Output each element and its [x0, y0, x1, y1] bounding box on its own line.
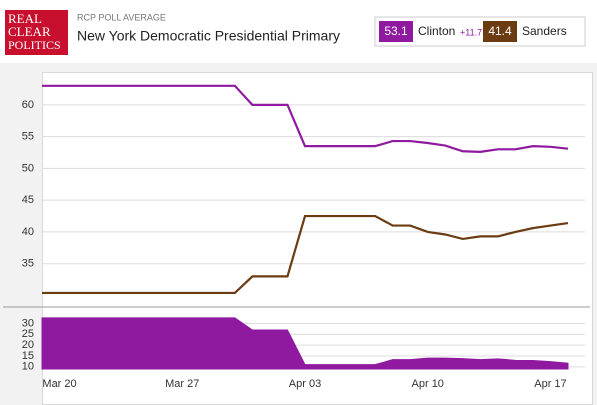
y-tick-label: 60 — [22, 99, 34, 111]
y-tick-label: 45 — [22, 194, 34, 206]
legend-swatch — [379, 21, 413, 42]
x-tick-label: Mar 20 — [42, 378, 76, 390]
y-tick-label: 50 — [22, 162, 34, 174]
line — [42, 84, 569, 153]
y-tick-label: 20 — [22, 339, 34, 351]
y-tick-label: 40 — [22, 226, 34, 238]
y-tick-label: 55 — [22, 131, 34, 143]
y-tick-label: 30 — [22, 317, 34, 329]
y-tick-label: 15 — [22, 350, 34, 362]
legend-label: Clinton — [418, 24, 455, 38]
x-tick-label: Apr 17 — [534, 378, 566, 390]
kicker: RCP POLL AVERAGE — [77, 12, 166, 22]
legend-swatch — [483, 21, 517, 42]
y-tick-label: 35 — [22, 258, 34, 270]
line — [42, 214, 569, 295]
logo-text: POLITICS — [8, 38, 61, 52]
x-tick-label: Apr 03 — [289, 378, 321, 390]
legend-value: 53.1 — [384, 24, 408, 38]
logo-text: REAL — [8, 11, 42, 26]
logo — [5, 10, 68, 55]
legend-label: Sanders — [522, 24, 567, 38]
chart-title: New York Democratic Presidential Primary — [77, 28, 340, 44]
area — [41, 317, 569, 370]
x-tick-label: Mar 27 — [165, 378, 199, 390]
logo-text: CLEAR — [8, 24, 51, 39]
legend-value: 41.4 — [488, 24, 512, 38]
y-tick-label: 25 — [22, 328, 34, 340]
x-tick-label: Apr 10 — [412, 378, 444, 390]
legend-lead: +11.7 — [460, 27, 482, 37]
y-tick-label: 10 — [22, 361, 34, 373]
